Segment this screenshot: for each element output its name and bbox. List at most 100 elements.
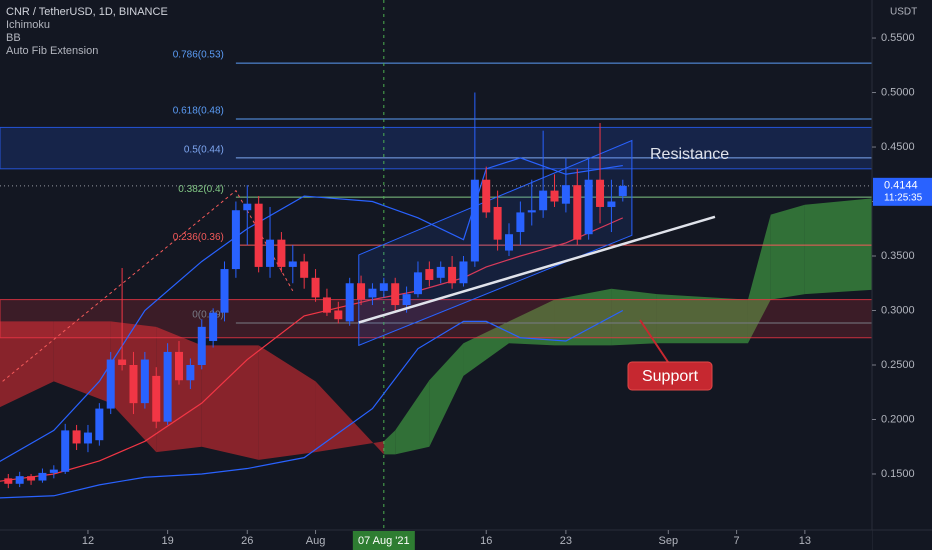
- ichimoku-cloud: [747, 214, 771, 344]
- price-axis: [872, 0, 932, 550]
- support-box: [627, 361, 713, 391]
- ichimoku-cloud: [656, 294, 748, 344]
- indicator-label: BB: [6, 32, 21, 44]
- candle-body: [95, 408, 104, 441]
- candle-body: [573, 185, 582, 240]
- countdown-label: 11:25:35: [884, 192, 923, 203]
- candle-body: [391, 283, 400, 306]
- candle-body: [152, 375, 161, 422]
- candle-body: [607, 201, 616, 207]
- candle-body: [197, 326, 206, 365]
- candle-body: [254, 203, 263, 267]
- fib-label: 0.236(0.36): [173, 232, 224, 243]
- support-arrow: [639, 319, 669, 363]
- candle-body: [61, 430, 70, 472]
- candle-body: [288, 261, 297, 267]
- y-tick-label: 0.3000: [881, 304, 915, 316]
- x-tick-label: 23: [560, 535, 572, 547]
- x-tick-label: 12: [82, 535, 94, 547]
- ichimoku-cloud: [315, 381, 384, 455]
- candle-body: [425, 269, 434, 280]
- indicator-label: Ichimoku: [6, 19, 50, 31]
- x-tick-label: Sep: [659, 535, 679, 547]
- ichimoku-cloud: [258, 345, 316, 460]
- candle-body: [322, 297, 331, 313]
- candle-body: [72, 430, 81, 444]
- y-tick-label: 0.2000: [881, 413, 915, 425]
- candle-body: [38, 472, 47, 481]
- candle-body: [334, 310, 343, 320]
- ichimoku-cloud: [804, 198, 874, 295]
- candle-body: [470, 179, 479, 262]
- crosshair-label: 07 Aug '21: [358, 535, 410, 547]
- y-tick-label: 0.5000: [881, 86, 915, 98]
- fib-label: 0(0.29): [192, 310, 224, 321]
- candle-body: [368, 288, 377, 298]
- x-tick-label: 13: [799, 535, 811, 547]
- candle-body: [266, 239, 275, 267]
- candle-body: [15, 476, 24, 484]
- support-label: Support: [642, 368, 699, 385]
- last-price-box: [873, 177, 932, 206]
- candle-body: [186, 364, 195, 381]
- ichimoku-cloud: [53, 321, 111, 404]
- ichimoku-cloud: [554, 288, 612, 346]
- x-tick-label: 16: [480, 535, 492, 547]
- time-axis: [0, 530, 872, 550]
- candle-body: [4, 478, 13, 484]
- trendline: [358, 215, 716, 324]
- candle-body: [345, 283, 354, 322]
- currency-label: USDT: [890, 7, 917, 18]
- candle-body: [379, 283, 388, 291]
- last-price-label: 0.4144: [884, 180, 918, 192]
- ichimoku-cloud: [395, 380, 430, 455]
- y-tick-label: 0.2500: [881, 359, 915, 371]
- ichimoku-cloud: [611, 288, 657, 346]
- candle-body: [27, 476, 36, 481]
- candle-body: [561, 185, 570, 204]
- y-tick-label: 0.3500: [881, 250, 915, 262]
- ichimoku-cloud: [508, 299, 555, 346]
- candle-body: [174, 351, 183, 381]
- y-tick-label: 0.5500: [881, 32, 915, 44]
- resistance-label: Resistance: [650, 146, 729, 163]
- zone: [0, 126, 873, 170]
- candle-body: [539, 190, 548, 211]
- crosshair-box: [352, 531, 415, 550]
- candle-body: [402, 294, 411, 306]
- candle-body: [448, 266, 457, 284]
- candle-body: [243, 203, 252, 211]
- candle-body: [300, 261, 309, 278]
- ichimoku-cloud: [770, 204, 805, 300]
- candle-body: [163, 351, 172, 422]
- candle-body: [436, 266, 445, 278]
- ichimoku-cloud: [463, 321, 509, 376]
- candle-body: [277, 239, 286, 267]
- indicator-label: Auto Fib Extension: [6, 45, 98, 57]
- candle-body: [504, 234, 513, 251]
- fib-label: 0.786(0.53): [173, 50, 224, 61]
- fib-label: 0.618(0.48): [173, 106, 224, 117]
- candle-body: [118, 359, 127, 365]
- y-tick-label: 0.4500: [881, 141, 915, 153]
- candle-body: [83, 432, 92, 444]
- candle-body: [459, 261, 468, 284]
- ichimoku-cloud: [201, 345, 259, 460]
- x-tick-label: 7: [734, 535, 740, 547]
- candle-body: [550, 190, 559, 202]
- x-tick-label: 26: [241, 535, 253, 547]
- candle-body: [516, 212, 525, 233]
- candle-body: [618, 185, 627, 197]
- candle-body: [220, 269, 229, 313]
- candle-body: [49, 469, 58, 473]
- ichimoku-cloud: [429, 343, 464, 447]
- candle-body: [311, 277, 320, 298]
- ichimoku-cloud: [0, 321, 54, 408]
- candle-body: [482, 179, 491, 213]
- candle-body: [584, 179, 593, 235]
- bollinger-lower: [0, 309, 624, 499]
- candle-body: [231, 210, 240, 270]
- candle-body: [106, 359, 115, 409]
- candle-body: [413, 272, 422, 295]
- candle-body: [357, 283, 366, 300]
